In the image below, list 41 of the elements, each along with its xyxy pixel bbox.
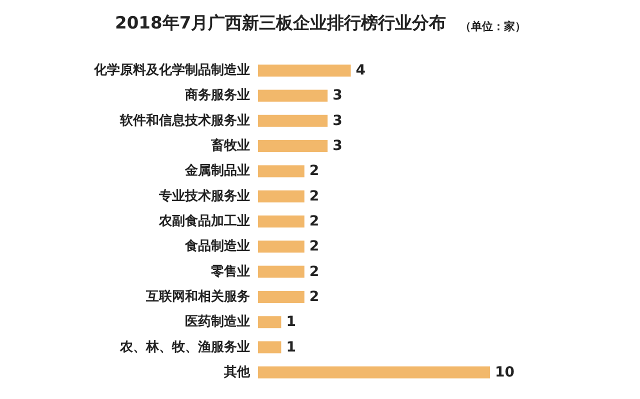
y-tick-label: 其他 [223,364,251,380]
bar [258,341,282,354]
bar [258,90,328,102]
chart-subtitle: （单位：家） [460,20,526,33]
bar [258,290,304,303]
data-label: 3 [332,112,342,129]
bar [258,366,490,378]
bar [258,316,282,328]
data-label: 3 [332,88,342,104]
y-tick-label: 金属制品业 [184,164,250,179]
chart-title: 2018年7月广西新三板企业排行榜行业分布 [115,14,446,34]
data-label: 2 [309,264,320,280]
bar [258,165,304,178]
y-tick-label: 软件和信息技术服务业 [119,112,250,128]
data-label: 4 [356,62,366,79]
bar [258,240,304,253]
y-tick-label: 化学原料及化学制品制造业 [93,63,250,78]
y-tick-label: 农、林、牧、渔服务业 [119,340,250,355]
bar [258,64,351,77]
bar [258,114,328,127]
y-tick-label: 医药制造业 [185,314,250,330]
y-tick-label: 专业技术服务业 [158,188,250,204]
y-tick-label: 食品制造业 [184,239,250,254]
data-label: 3 [332,138,342,154]
data-label: 1 [286,314,296,330]
bar [258,266,304,278]
bar [258,190,304,202]
bar [258,140,328,152]
data-label: 10 [495,364,515,380]
data-label: 1 [286,339,296,356]
data-label: 2 [309,188,320,204]
y-tick-label: 零售业 [210,264,250,280]
y-tick-label: 互联网和相关服务 [145,288,250,304]
data-label: 2 [309,214,320,230]
y-tick-label: 商务服务业 [184,87,250,104]
y-tick-label: 农副食品加工业 [158,214,250,229]
data-label: 2 [309,238,320,255]
data-label: 2 [309,163,320,180]
bar [258,216,304,228]
y-tick-label: 畜牧业 [210,138,250,154]
data-label: 2 [309,288,320,305]
